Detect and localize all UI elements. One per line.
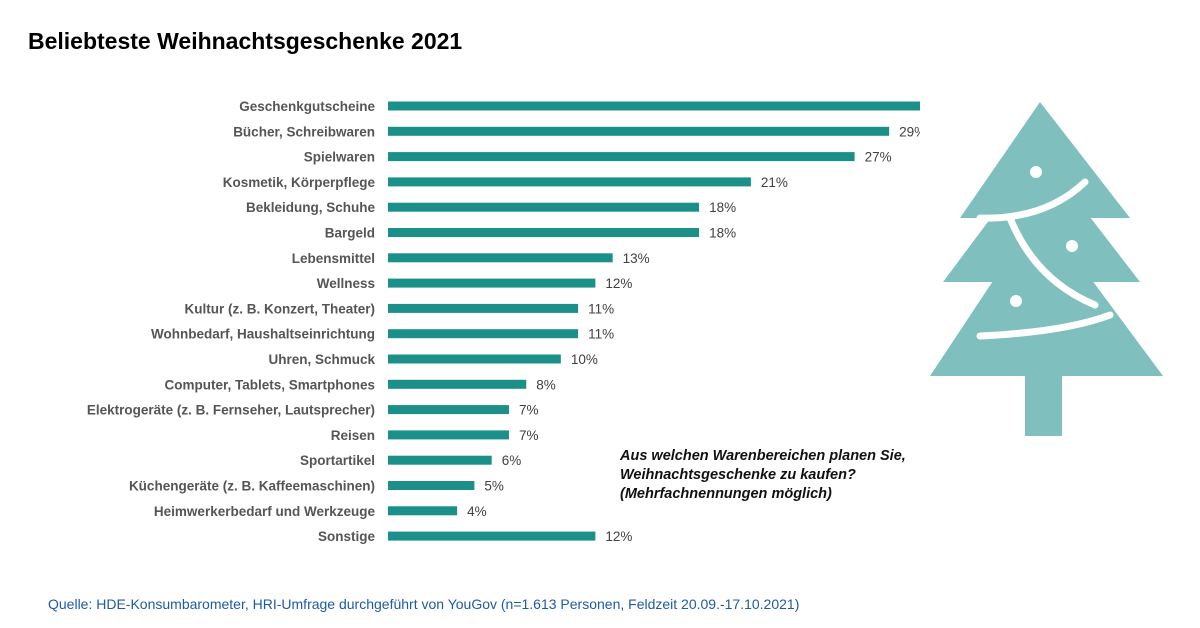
question-line: Weihnachtsgeschenke zu kaufen? [620, 467, 856, 483]
source-note: Quelle: HDE-Konsumbarometer, HRI-Umfrage… [48, 596, 800, 612]
chart-title: Beliebteste Weihnachtsgeschenke 2021 [28, 28, 463, 54]
question-line: (Mehrfachnennungen möglich) [620, 486, 832, 502]
christmas-tree-icon [930, 102, 1163, 436]
category-label: Bücher, Schreibwaren [233, 124, 375, 139]
category-label: Bargeld [325, 226, 375, 241]
bar [388, 253, 613, 263]
category-label: Kosmetik, Körperpflege [223, 175, 376, 190]
value-label: 12% [605, 276, 632, 291]
category-label: Wohnbedarf, Haushaltseinrichtung [151, 327, 375, 342]
bar [388, 481, 475, 490]
bar [388, 303, 579, 313]
value-label: 29% [899, 124, 920, 139]
bar [388, 177, 751, 187]
value-label: 8% [536, 377, 556, 392]
bar [388, 455, 492, 465]
value-label: 12% [605, 529, 632, 544]
category-label: Wellness [317, 276, 375, 291]
category-label: Bekleidung, Schuhe [246, 200, 376, 215]
value-label: 18% [709, 226, 736, 241]
value-label: 4% [467, 504, 487, 519]
value-label: 7% [519, 403, 539, 418]
value-label: 5% [484, 479, 504, 494]
bars [388, 101, 920, 541]
bar [388, 228, 700, 237]
bar [388, 329, 579, 339]
category-label: Computer, Tablets, Smartphones [164, 377, 375, 392]
bar [388, 405, 509, 415]
value-label: 13% [623, 251, 650, 266]
bar [388, 506, 458, 516]
category-label: Spielwaren [304, 150, 375, 165]
bar [388, 379, 527, 389]
bar [388, 278, 596, 288]
survey-question: Aus welchen Warenbereichen planen Sie, W… [620, 447, 906, 504]
question-line: Aus welchen Warenbereichen planen Sie, [620, 448, 906, 464]
value-label: 11% [588, 327, 614, 342]
bar [388, 430, 509, 440]
value-labels: 32%29%27%21%18%18%13%12%11%11%10%8%7%7%6… [467, 124, 920, 544]
bar-chart: Geschenkgutscheine Bücher, Schreibwaren Sp… [87, 99, 920, 544]
category-label: Sonstige [318, 529, 375, 544]
category-label: Küchengeräte (z. B. Kaffeemaschinen) [129, 479, 375, 494]
category-labels: Geschenkgutscheine Bücher, Schreibwaren Sp… [87, 99, 376, 544]
value-label: 21% [761, 175, 788, 190]
category-label: Elektrogeräte (z. B. Fernseher, Lautspre… [87, 403, 375, 418]
category-label: Sportartikel [300, 453, 375, 468]
category-label: Reisen [331, 428, 375, 443]
category-label: Heimwerkerbedarf und Werkzeuge [154, 504, 376, 519]
value-label: 10% [571, 352, 598, 367]
value-label: 18% [709, 200, 736, 215]
value-label: 11% [588, 301, 614, 316]
category-label: Kultur (z. B. Konzert, Theater) [184, 301, 375, 316]
category-label: Lebensmittel [292, 251, 375, 266]
bar [388, 152, 855, 162]
bar [388, 531, 596, 541]
bar [388, 354, 561, 364]
bar [388, 101, 920, 111]
value-label: 7% [519, 428, 539, 443]
bar [388, 202, 700, 212]
value-label: 27% [865, 150, 892, 165]
category-label: Uhren, Schmuck [268, 352, 375, 367]
value-label: 6% [502, 453, 522, 468]
category-label: Geschenkgutscheine [239, 99, 375, 114]
bar [388, 126, 890, 136]
